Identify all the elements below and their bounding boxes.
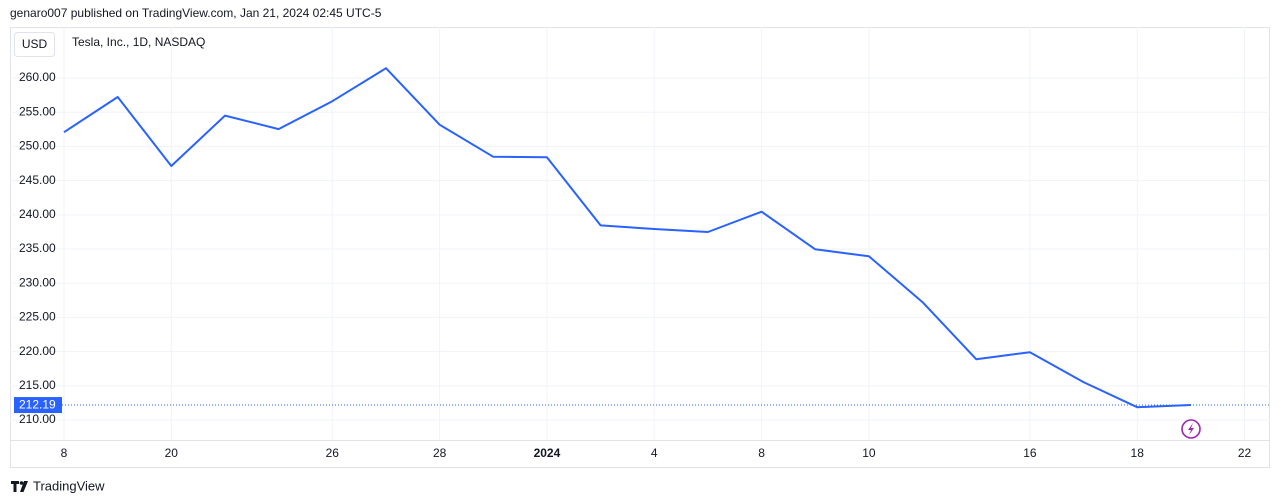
y-tick-label: 215.00 [19, 378, 56, 392]
x-tick-label: 16 [1023, 446, 1037, 460]
x-tick-label: 28 [433, 446, 447, 460]
logo-part [19, 481, 24, 485]
y-tick-label: 245.00 [19, 173, 56, 187]
last-price-label: 212.19 [19, 398, 56, 412]
y-tick-label: 235.00 [19, 241, 56, 255]
last-price-box [14, 397, 62, 414]
lightning-icon[interactable] [1181, 419, 1201, 439]
y-tick-label: 260.00 [19, 70, 56, 84]
currency: USD [22, 37, 48, 51]
chart-subtitle: Tesla, Inc., 1D, NASDAQ [72, 35, 205, 49]
x-tick-label: 10 [862, 446, 876, 460]
y-tick-label: 250.00 [19, 139, 56, 153]
plot: 212.19 [14, 67, 1270, 414]
x-tick-label: 26 [326, 446, 340, 460]
x-tick-label: 18 [1131, 446, 1145, 460]
x-tick-label: 22 [1238, 446, 1252, 460]
icon-bolt [1188, 423, 1194, 435]
currency-box[interactable] [14, 32, 55, 57]
y-tick-label: 240.00 [19, 207, 56, 221]
footer-brand[interactable]: TradingView [33, 478, 105, 493]
x-tick-label: 4 [651, 446, 658, 460]
logo-part [11, 481, 19, 492]
x-tick-label: 2024 [534, 446, 561, 460]
x-tick-label: 8 [61, 446, 68, 460]
y-tick-label: 225.00 [19, 310, 56, 324]
x-tick-label: 20 [165, 446, 179, 460]
chart-frame [10, 27, 1270, 468]
price-line [63, 67, 1191, 409]
header-text: genaro007 published on TradingView.com, … [10, 6, 382, 20]
y-tick-label: 220.00 [19, 344, 56, 358]
grid: 210.00 215.00 220.00 225.00 230.00 235.00 240.… [10, 27, 1270, 460]
footer-logo[interactable] [11, 481, 28, 492]
y-tick-label: 210.00 [19, 412, 56, 426]
y-tick-label: 230.00 [19, 275, 56, 289]
y-tick-label: 255.00 [19, 104, 56, 118]
x-tick-label: 8 [758, 446, 765, 460]
logo-part [20, 481, 28, 492]
